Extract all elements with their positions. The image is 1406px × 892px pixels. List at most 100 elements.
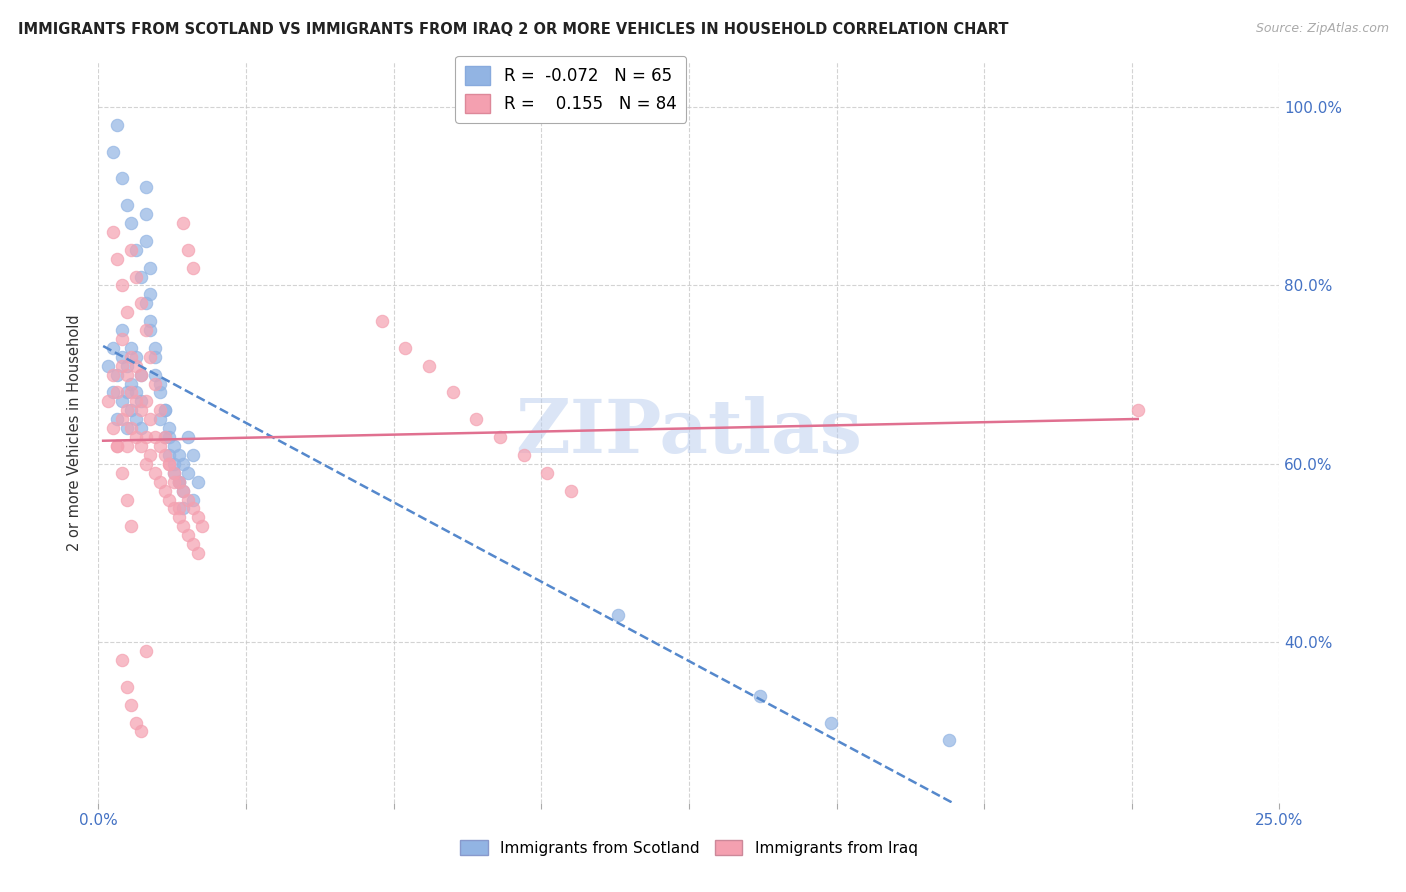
Point bbox=[163, 457, 186, 471]
Point bbox=[121, 376, 143, 391]
Point bbox=[512, 448, 534, 462]
Point bbox=[121, 216, 143, 230]
Point bbox=[187, 475, 209, 489]
Point bbox=[125, 243, 148, 257]
Point bbox=[135, 323, 157, 337]
Point bbox=[101, 421, 124, 435]
Point bbox=[181, 537, 204, 551]
Point bbox=[135, 207, 157, 221]
Point bbox=[177, 492, 200, 507]
Point bbox=[167, 475, 190, 489]
Point bbox=[115, 492, 138, 507]
Point bbox=[820, 715, 842, 730]
Text: IMMIGRANTS FROM SCOTLAND VS IMMIGRANTS FROM IRAQ 2 OR MORE VEHICLES IN HOUSEHOLD: IMMIGRANTS FROM SCOTLAND VS IMMIGRANTS F… bbox=[18, 22, 1008, 37]
Point bbox=[172, 483, 194, 498]
Point bbox=[105, 439, 128, 453]
Point bbox=[167, 475, 190, 489]
Point bbox=[105, 252, 128, 266]
Point bbox=[153, 403, 176, 417]
Point bbox=[172, 501, 194, 516]
Point bbox=[135, 457, 157, 471]
Point bbox=[157, 430, 180, 444]
Point bbox=[121, 243, 143, 257]
Point bbox=[191, 519, 214, 533]
Point bbox=[101, 225, 124, 239]
Point bbox=[163, 466, 186, 480]
Point bbox=[125, 350, 148, 364]
Point bbox=[129, 269, 152, 284]
Point bbox=[115, 403, 138, 417]
Point bbox=[111, 278, 134, 293]
Point bbox=[135, 296, 157, 310]
Point bbox=[105, 118, 128, 132]
Point bbox=[129, 403, 152, 417]
Point bbox=[143, 466, 166, 480]
Point bbox=[115, 198, 138, 212]
Point bbox=[187, 546, 209, 560]
Point bbox=[115, 385, 138, 400]
Point bbox=[441, 385, 464, 400]
Point bbox=[97, 359, 120, 373]
Point bbox=[111, 466, 134, 480]
Point bbox=[143, 430, 166, 444]
Point bbox=[153, 430, 176, 444]
Point bbox=[172, 216, 194, 230]
Point bbox=[748, 689, 770, 703]
Point bbox=[143, 350, 166, 364]
Point bbox=[938, 733, 960, 747]
Point bbox=[121, 350, 143, 364]
Point bbox=[153, 483, 176, 498]
Point bbox=[167, 475, 190, 489]
Point bbox=[111, 332, 134, 346]
Point bbox=[111, 323, 134, 337]
Point bbox=[177, 528, 200, 542]
Text: ZIPatlas: ZIPatlas bbox=[516, 396, 862, 469]
Point bbox=[172, 519, 194, 533]
Point bbox=[177, 243, 200, 257]
Point bbox=[157, 492, 180, 507]
Point bbox=[139, 323, 162, 337]
Point bbox=[418, 359, 440, 373]
Point bbox=[163, 439, 186, 453]
Point bbox=[135, 430, 157, 444]
Point bbox=[129, 724, 152, 739]
Point bbox=[129, 368, 152, 382]
Point bbox=[121, 385, 143, 400]
Point bbox=[125, 394, 148, 409]
Point bbox=[115, 359, 138, 373]
Point bbox=[129, 368, 152, 382]
Point bbox=[149, 385, 172, 400]
Point bbox=[115, 421, 138, 435]
Legend: Immigrants from Scotland, Immigrants from Iraq: Immigrants from Scotland, Immigrants fro… bbox=[454, 834, 924, 862]
Point bbox=[115, 439, 138, 453]
Point bbox=[135, 234, 157, 248]
Point bbox=[181, 492, 204, 507]
Point bbox=[187, 510, 209, 524]
Point bbox=[181, 448, 204, 462]
Point bbox=[125, 359, 148, 373]
Point bbox=[536, 466, 558, 480]
Point bbox=[125, 715, 148, 730]
Point bbox=[121, 519, 143, 533]
Point bbox=[149, 376, 172, 391]
Point bbox=[149, 439, 172, 453]
Point bbox=[149, 412, 172, 426]
Point bbox=[105, 368, 128, 382]
Point bbox=[135, 394, 157, 409]
Point bbox=[394, 341, 416, 355]
Point bbox=[172, 483, 194, 498]
Point bbox=[101, 341, 124, 355]
Point bbox=[181, 260, 204, 275]
Point bbox=[115, 368, 138, 382]
Point bbox=[177, 466, 200, 480]
Point bbox=[111, 653, 134, 667]
Point bbox=[125, 269, 148, 284]
Point bbox=[125, 430, 148, 444]
Point bbox=[489, 430, 512, 444]
Point bbox=[135, 180, 157, 194]
Point bbox=[139, 412, 162, 426]
Point bbox=[105, 385, 128, 400]
Point bbox=[163, 475, 186, 489]
Point bbox=[139, 314, 162, 328]
Point bbox=[121, 698, 143, 712]
